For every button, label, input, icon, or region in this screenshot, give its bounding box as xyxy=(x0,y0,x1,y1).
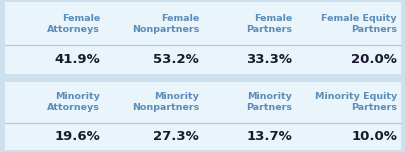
Text: Minority Equity
Partners: Minority Equity Partners xyxy=(314,92,396,112)
Text: 33.3%: 33.3% xyxy=(245,53,291,66)
Text: 13.7%: 13.7% xyxy=(246,130,291,143)
Text: 41.9%: 41.9% xyxy=(54,53,100,66)
Text: Minority
Partners: Minority Partners xyxy=(245,92,291,112)
Text: Female
Partners: Female Partners xyxy=(245,14,291,34)
Text: 27.3%: 27.3% xyxy=(153,130,198,143)
Text: Minority
Attorneys: Minority Attorneys xyxy=(47,92,100,112)
Text: 19.6%: 19.6% xyxy=(54,130,100,143)
Text: Female Equity
Partners: Female Equity Partners xyxy=(321,14,396,34)
Text: 20.0%: 20.0% xyxy=(350,53,396,66)
FancyBboxPatch shape xyxy=(5,2,400,74)
Text: Female
Attorneys: Female Attorneys xyxy=(47,14,100,34)
Text: 10.0%: 10.0% xyxy=(350,130,396,143)
Text: Minority
Nonpartners: Minority Nonpartners xyxy=(132,92,198,112)
Text: Female
Nonpartners: Female Nonpartners xyxy=(132,14,198,34)
FancyBboxPatch shape xyxy=(5,82,400,150)
Text: 53.2%: 53.2% xyxy=(153,53,198,66)
